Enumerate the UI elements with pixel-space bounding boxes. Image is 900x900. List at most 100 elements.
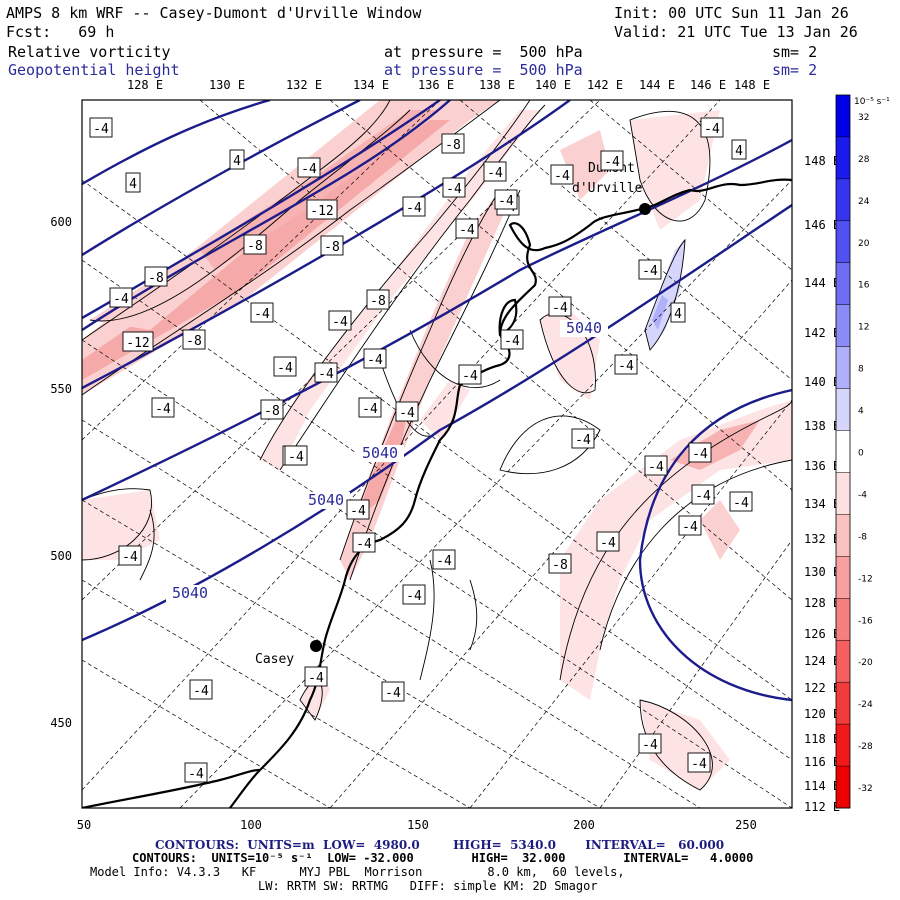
height-label-bg [166, 585, 214, 602]
x-grid-label: 200 [573, 818, 595, 832]
vorticity-label: -4 [318, 367, 334, 382]
colorbar-tick-label: 28 [858, 155, 870, 165]
colorbar-tick-label: -16 [858, 616, 873, 626]
height-contour-label: 5040 [308, 491, 344, 509]
vorticity-label: -4 [113, 292, 129, 307]
colorbar-tick-label: -20 [858, 658, 873, 668]
vorticity-label-box [328, 310, 352, 331]
vorticity-label-box [442, 177, 466, 198]
vorticity-label: -8 [324, 240, 340, 255]
colorbar-tick-label: -32 [858, 784, 873, 794]
right-axis-label: 142 E [804, 326, 840, 340]
vorticity-label: -4 [385, 686, 401, 701]
colorbar-swatch [836, 430, 850, 473]
vorticity-label-box [304, 666, 328, 687]
vorticity-label-box [458, 364, 482, 385]
height-label-bg [302, 492, 350, 509]
colorbar-swatch [836, 598, 850, 641]
colorbar-tick-label: 24 [858, 197, 870, 207]
field1-level: at pressure = 500 hPa [384, 43, 583, 61]
vorticity-label-box [729, 491, 753, 512]
vorticity-label-box [122, 331, 154, 352]
vorticity-label: -4 [575, 433, 591, 448]
vorticity-label-box [731, 139, 747, 160]
vorticity-label-box [638, 259, 662, 280]
top-longitude-labels: 128 E 130 E 132 E 134 E 136 E 138 E 140 E 142 E… [127, 78, 770, 92]
vorticity-label: -4 [695, 489, 711, 504]
vorticity-label-box [306, 199, 338, 220]
colorbar-tick-label: 32 [858, 113, 869, 123]
graticule [82, 100, 792, 808]
right-axis-label: 138 E [804, 419, 840, 433]
colorbar-swatch [836, 724, 850, 767]
vorticity-label: -4 [288, 450, 304, 465]
vorticity-label-box [320, 235, 344, 256]
field1-smoothing: sm= 2 [772, 43, 818, 61]
vorticity-label-box [614, 354, 638, 375]
vorticity-label-box [144, 266, 168, 287]
vorticity-label-box [363, 348, 387, 369]
vorticity-label-box [548, 296, 572, 317]
vorticity-label: 4 [129, 177, 137, 192]
colorbar-tick-label: 20 [858, 239, 870, 249]
vorticity-label: -4 [642, 738, 658, 753]
right-axis-label: 128 E [804, 596, 840, 610]
colorbar-swatch [836, 682, 850, 725]
top-lon-label: 128 E [127, 78, 163, 92]
colorbar-swatch [836, 472, 850, 515]
vorticity-label-box [346, 499, 370, 520]
right-axis-label: 140 E [804, 375, 840, 389]
colorbar-tick-label: -12 [858, 574, 873, 584]
vorticity-label: -8 [370, 294, 386, 309]
height-contour-label: 5040 [172, 584, 208, 602]
top-lon-label: 130 E [209, 78, 245, 92]
vorticity-label-box [483, 161, 507, 182]
vorticity-label: -4 [254, 307, 270, 322]
vorticity-label-box [638, 733, 662, 754]
top-lon-label: 132 E [286, 78, 322, 92]
vorticity-label-box [432, 549, 456, 570]
vorticity-label: -8 [148, 271, 164, 286]
vorticity-label-box [688, 442, 712, 463]
vorticity-label: -4 [277, 361, 293, 376]
coastline [82, 178, 792, 808]
vorticity-label-box [118, 545, 142, 566]
vorticity-label: -4 [552, 301, 568, 316]
colorbar-swatch [836, 514, 850, 557]
right-axis-label: 122 E [804, 681, 840, 695]
vorticity-label-box [678, 515, 702, 536]
right-axis-label: 116 E [804, 755, 840, 769]
vorticity-label-box [402, 196, 426, 217]
colorbar-swatch [836, 95, 850, 138]
y-grid-label: 550 [50, 382, 72, 396]
right-axis-label: 118 E [804, 732, 840, 746]
footer-physics: LW: RRTM SW: RRTMG DIFF: simple KM: 2D S… [258, 879, 598, 893]
top-lon-label: 136 E [418, 78, 454, 92]
vorticity-label-box [184, 762, 208, 783]
vorticity-label-box [381, 681, 405, 702]
vorticity-label: -4 [399, 406, 415, 421]
right-axis-label: 124 E [804, 654, 840, 668]
right-axis-label: 144 E [804, 276, 840, 290]
vorticity-label-box [455, 218, 479, 239]
vorticity-label: -4 [155, 402, 171, 417]
colorbar-tick-label: 16 [858, 281, 870, 291]
vorticity-label-box [250, 302, 274, 323]
map-title: AMPS 8 km WRF -- Casey-Dumont d'Urville … [6, 4, 422, 22]
vorticity-label: -4 [704, 122, 720, 137]
field2-name: Geopotential height [8, 61, 180, 79]
right-axis-label: 120 E [804, 707, 840, 721]
vorticity-label-box [366, 289, 390, 310]
height-label-bg [560, 320, 608, 337]
vorticity-label: -4 [406, 589, 422, 604]
vorticity-label-box [500, 329, 524, 350]
vorticity-label: -4 [462, 369, 478, 384]
vorticity-label-box [402, 584, 426, 605]
field1-name: Relative vorticity [8, 43, 171, 61]
vorticity-label: -8 [264, 404, 280, 419]
vorticity-label-box [297, 157, 321, 178]
colorbar-swatch [836, 766, 850, 809]
height-contour-label: 5040 [362, 444, 398, 462]
height-label-bg [356, 445, 404, 462]
plot-frame [81, 99, 793, 809]
